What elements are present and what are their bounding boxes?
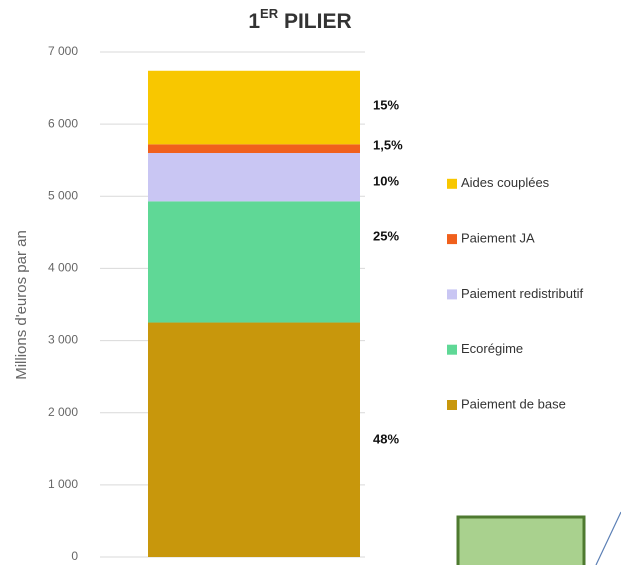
bar-segment xyxy=(148,201,360,323)
title-sup: ER xyxy=(260,6,279,21)
y-tick-label: 5 000 xyxy=(48,188,78,202)
legend-swatch xyxy=(447,400,457,410)
y-tick-label: 3 000 xyxy=(48,333,78,347)
legend-label: Paiement JA xyxy=(461,231,535,246)
legend-label: Paiement de base xyxy=(461,396,566,411)
legend-label: Ecorégime xyxy=(461,341,523,356)
title-part: 1 xyxy=(248,10,260,33)
y-tick-label: 1 000 xyxy=(48,477,78,491)
chart-title: 1ER PILIER xyxy=(248,6,351,32)
bar-segment xyxy=(148,153,360,202)
legend-label: Paiement redistributif xyxy=(461,286,583,301)
y-tick-label: 2 000 xyxy=(48,405,78,419)
bar-segment xyxy=(148,144,360,153)
legend-swatch xyxy=(447,289,457,300)
legend-label: Aides couplées xyxy=(461,175,550,190)
decoration-line xyxy=(595,511,621,565)
legend-swatch xyxy=(447,178,457,189)
y-tick-label: 4 000 xyxy=(48,261,78,275)
share-label: 10% xyxy=(373,173,399,188)
y-axis-label: Millions d'euros par an xyxy=(13,230,30,380)
bar-segment xyxy=(148,322,360,557)
y-tick-label: 0 xyxy=(71,549,78,563)
share-label: 25% xyxy=(373,228,399,243)
bar-segment xyxy=(148,70,360,145)
share-label: 15% xyxy=(373,97,399,112)
title-part: PILIER xyxy=(278,10,352,33)
legend-swatch xyxy=(447,234,457,245)
share-label: 1,5% xyxy=(373,137,403,152)
y-tick-label: 7 000 xyxy=(48,44,78,58)
share-label: 48% xyxy=(373,431,399,446)
y-tick-label: 6 000 xyxy=(48,116,78,130)
decoration-box xyxy=(456,515,586,565)
legend-swatch xyxy=(447,344,457,355)
